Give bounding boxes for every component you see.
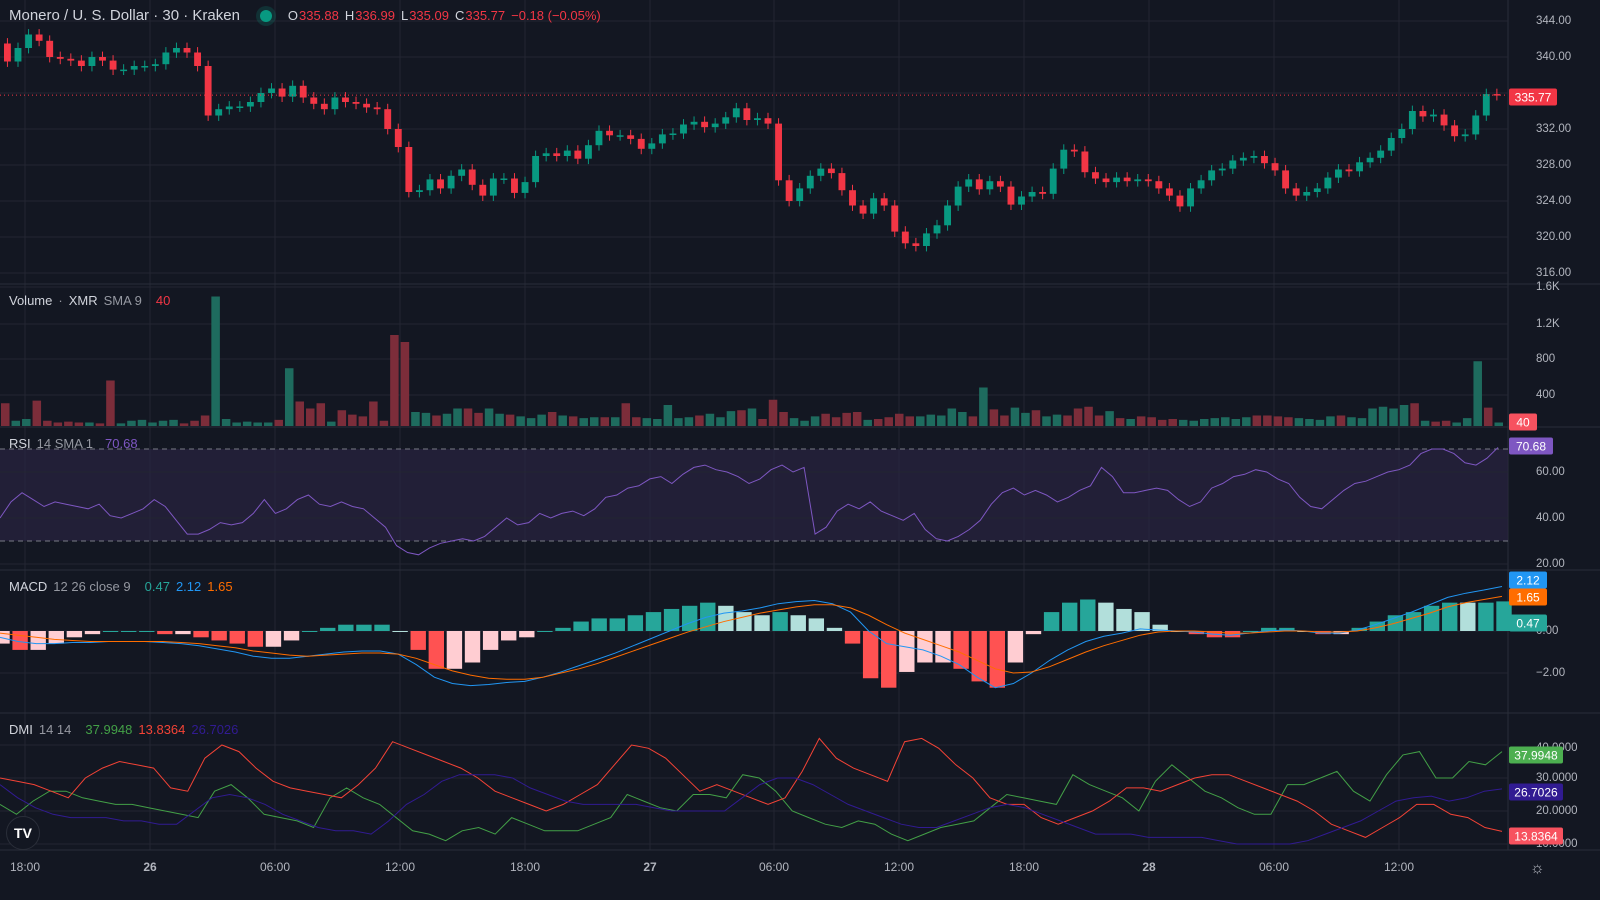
volume-last-tag: 40: [1509, 413, 1537, 431]
symbol-legend: Monero / U. S. Dollar · 30 · Kraken O335…: [9, 7, 601, 24]
price-change: −0.18 (−0.05%): [511, 8, 601, 23]
ohlc-open-value: 335.88: [299, 8, 339, 23]
dmi-minus-value: 13.8364: [138, 722, 186, 737]
time-tick: 12:00: [883, 860, 915, 874]
dmi-tick: 30.0000: [1536, 772, 1578, 784]
price-tick: 328.00: [1536, 159, 1572, 171]
rsi-last-tag: 70.68: [1509, 437, 1553, 455]
time-tick: 12:00: [384, 860, 416, 874]
dmi-adx-value: 26.7026: [191, 722, 239, 737]
rsi-value: 70.68: [105, 436, 138, 451]
macd-title: MACD: [9, 579, 48, 594]
rsi-params: 14 SMA 1: [36, 436, 94, 451]
ohlc-high-value: 336.99: [355, 8, 395, 23]
time-tick: 26: [143, 860, 157, 874]
volume-tick: 1.6K: [1536, 281, 1560, 293]
dmi-title: DMI: [9, 722, 33, 737]
price-tick: 340.00: [1536, 51, 1572, 63]
signal-last-tag: 1.65: [1509, 588, 1547, 606]
separator: ·: [58, 293, 63, 308]
adx-tag: 26.7026: [1509, 783, 1563, 801]
dmi-legend[interactable]: DMI 14 14 37.9948 13.8364 26.7026: [9, 722, 238, 737]
ohlc-close-value: 335.77: [465, 8, 506, 23]
ohlc-open-label: O: [287, 8, 299, 23]
ohlc-values: O335.88 H336.99 L335.09 C335.77 −0.18 (−…: [288, 8, 601, 23]
plus-di-tag: 37.9948: [1509, 746, 1563, 764]
hist-last-tag: 0.47: [1509, 614, 1547, 632]
tradingview-logo-icon[interactable]: TV: [6, 816, 40, 850]
price-tick: 316.00: [1536, 267, 1572, 279]
volume-title: Volume: [9, 293, 53, 308]
time-tick: 18:00: [9, 860, 41, 874]
rsi-tick: 20.00: [1536, 558, 1565, 570]
ohlc-low-value: 335.09: [409, 8, 449, 23]
macd-tick: −2.00: [1536, 667, 1566, 679]
dmi-tick: 20.0000: [1536, 805, 1578, 817]
time-tick: 27: [643, 860, 657, 874]
time-tick: 06:00: [1258, 860, 1290, 874]
minus-di-tag: 13.8364: [1509, 827, 1563, 845]
ohlc-high-label: H: [344, 8, 355, 23]
ohlc-close-label: C: [454, 8, 465, 23]
rsi-tick: 40.00: [1536, 512, 1565, 524]
macd-line-value: 2.12: [175, 579, 202, 594]
volume-tick: 400: [1536, 389, 1556, 401]
macd-signal-value: 1.65: [207, 579, 233, 594]
volume-params: SMA 9: [103, 293, 142, 308]
time-tick: 06:00: [259, 860, 291, 874]
macd-params: 12 26 close 9: [53, 579, 131, 594]
volume-tick: 800: [1536, 353, 1556, 365]
volume-tick: 1.2K: [1536, 318, 1560, 330]
time-tick: 28: [1142, 860, 1156, 874]
price-tick: 324.00: [1536, 195, 1572, 207]
time-tick: 18:00: [509, 860, 541, 874]
market-status-dot-icon[interactable]: [259, 9, 272, 22]
rsi-title: RSI: [9, 436, 31, 451]
last-price-tag: 335.77: [1509, 88, 1557, 106]
price-tick: 320.00: [1536, 231, 1572, 243]
ohlc-low-label: L: [400, 8, 409, 23]
settings-gear-icon[interactable]: ☼: [1530, 860, 1545, 877]
macd-hist-value: 0.47: [144, 579, 170, 594]
dmi-plus-value: 37.9948: [85, 722, 133, 737]
macd-last-tag: 2.12: [1509, 571, 1547, 589]
time-tick: 06:00: [758, 860, 790, 874]
price-tick: 344.00: [1536, 15, 1572, 27]
volume-symbol: XMR: [68, 293, 98, 308]
symbol-title[interactable]: Monero / U. S. Dollar · 30 · Kraken: [9, 7, 240, 24]
macd-legend[interactable]: MACD 12 26 close 9 0.47 2.12 1.65: [9, 579, 233, 594]
price-tick: 332.00: [1536, 123, 1572, 135]
time-tick: 12:00: [1383, 860, 1415, 874]
volume-value: 40: [155, 293, 171, 308]
rsi-legend[interactable]: RSI 14 SMA 1 70.68: [9, 436, 138, 451]
volume-legend[interactable]: Volume · XMR SMA 9 40: [9, 293, 170, 308]
rsi-tick: 60.00: [1536, 466, 1565, 478]
time-tick: 18:00: [1008, 860, 1040, 874]
dmi-params: 14 14: [38, 722, 72, 737]
